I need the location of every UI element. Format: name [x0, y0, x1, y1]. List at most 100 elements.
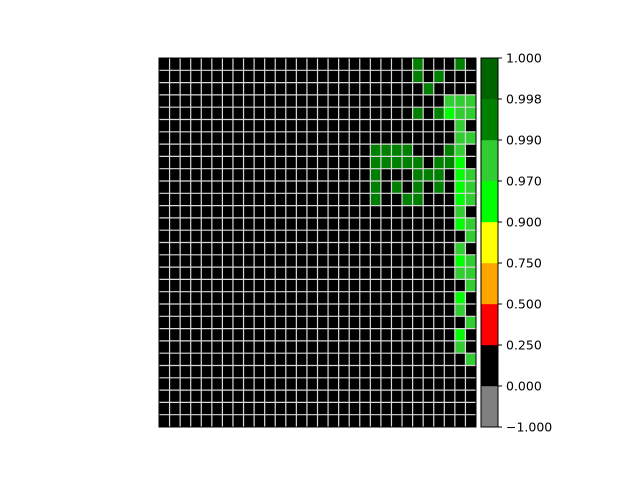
heatmap-cell	[296, 131, 308, 145]
heatmap-cell	[211, 242, 223, 255]
heatmap-cell	[232, 168, 244, 182]
heatmap-cell	[264, 279, 276, 292]
heatmap-cell	[402, 193, 413, 206]
heatmap-cell	[454, 181, 466, 194]
heatmap-cell	[412, 181, 424, 194]
heatmap-cell	[454, 168, 466, 182]
heatmap-cell	[264, 144, 276, 157]
heatmap-cell	[380, 390, 392, 403]
heatmap-cell	[370, 328, 382, 342]
heatmap-cell	[391, 193, 403, 206]
heatmap-cell	[180, 168, 191, 182]
heatmap-cell	[402, 316, 413, 329]
heatmap-cell	[285, 119, 297, 132]
heatmap-cell	[328, 402, 339, 415]
heatmap-cell	[254, 168, 265, 182]
heatmap-cell	[232, 144, 244, 157]
heatmap-cell	[359, 107, 371, 120]
heatmap-cell	[264, 205, 276, 219]
heatmap-cell	[391, 168, 403, 182]
heatmap-cell	[454, 402, 466, 415]
heatmap-cell	[285, 70, 297, 83]
heatmap-cell	[254, 377, 265, 391]
heatmap-cell	[402, 291, 413, 305]
heatmap-cell	[243, 144, 255, 157]
heatmap-cell	[296, 242, 308, 255]
heatmap-cell	[232, 254, 244, 268]
heatmap-cell	[169, 119, 181, 132]
heatmap-cell	[232, 119, 244, 132]
heatmap-cell	[222, 82, 234, 96]
heatmap-cell	[201, 58, 213, 71]
heatmap-cell	[201, 340, 213, 354]
heatmap-cell	[264, 304, 276, 317]
heatmap-cell	[391, 254, 403, 268]
heatmap-cell	[328, 304, 339, 317]
heatmap-cell	[391, 365, 403, 378]
heatmap-cell	[317, 279, 329, 292]
heatmap-cell	[391, 267, 403, 280]
heatmap-cell	[180, 328, 191, 342]
heatmap-cell	[338, 390, 350, 403]
heatmap-cell	[465, 193, 477, 206]
heatmap-cell	[285, 193, 297, 206]
heatmap-cell	[444, 144, 456, 157]
heatmap-cell	[454, 131, 466, 145]
heatmap-cell	[201, 316, 213, 329]
heatmap-cell	[211, 94, 223, 108]
heatmap-cell	[412, 365, 424, 378]
heatmap-cell	[359, 267, 371, 280]
heatmap-cell	[349, 193, 360, 206]
heatmap-cell	[338, 340, 350, 354]
heatmap-cell	[349, 156, 360, 169]
heatmap-cell	[190, 316, 202, 329]
heatmap-cell	[243, 107, 255, 120]
heatmap-cell	[180, 316, 191, 329]
heatmap-cell	[201, 242, 213, 255]
colorbar	[481, 58, 498, 428]
heatmap-cell	[317, 316, 329, 329]
heatmap-cell	[296, 217, 308, 231]
heatmap-cell	[306, 304, 318, 317]
heatmap-cell	[317, 217, 329, 231]
heatmap-cell	[159, 377, 170, 391]
heatmap-cell	[402, 144, 413, 157]
heatmap-cell	[349, 168, 360, 182]
heatmap-cell	[465, 58, 477, 71]
heatmap-cell	[169, 365, 181, 378]
heatmap-cell	[412, 131, 424, 145]
heatmap-cell	[402, 353, 413, 366]
heatmap-cell	[317, 304, 329, 317]
heatmap-cell	[190, 131, 202, 145]
heatmap-cell	[190, 254, 202, 268]
heatmap-cell	[402, 156, 413, 169]
heatmap-cell	[211, 119, 223, 132]
heatmap-cell	[180, 340, 191, 354]
heatmap-cell	[211, 144, 223, 157]
heatmap-cell	[296, 119, 308, 132]
heatmap-cell	[317, 267, 329, 280]
heatmap-cells	[159, 58, 477, 428]
heatmap-cell	[264, 316, 276, 329]
heatmap-cell	[201, 353, 213, 366]
heatmap-cell	[338, 242, 350, 255]
heatmap-cell	[201, 365, 213, 378]
heatmap-cell	[317, 414, 329, 428]
heatmap-cell	[402, 205, 413, 219]
heatmap-cell	[444, 181, 456, 194]
heatmap-cell	[211, 328, 223, 342]
heatmap-cell	[328, 119, 339, 132]
heatmap-cell	[380, 119, 392, 132]
heatmap-cell	[201, 291, 213, 305]
heatmap-cell	[201, 254, 213, 268]
heatmap-cell	[328, 377, 339, 391]
heatmap-cell	[232, 70, 244, 83]
heatmap-cell	[180, 230, 191, 243]
heatmap-cell	[180, 94, 191, 108]
heatmap-cell	[328, 107, 339, 120]
heatmap-cell	[285, 242, 297, 255]
heatmap-cell	[412, 402, 424, 415]
heatmap-cell	[306, 279, 318, 292]
heatmap-cell	[296, 254, 308, 268]
heatmap-cell	[412, 70, 424, 83]
